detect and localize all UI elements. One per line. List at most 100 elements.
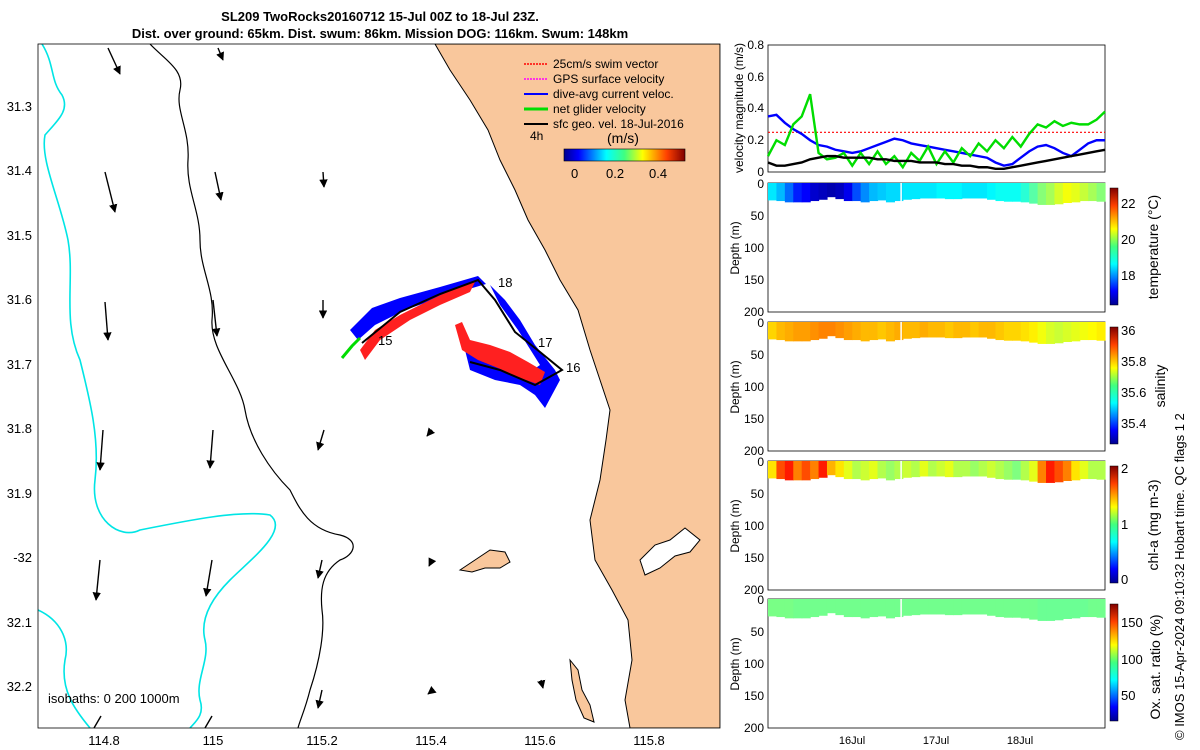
series-line-1 — [767, 113, 1105, 167]
profile-cell — [961, 461, 971, 477]
isobath-200m — [149, 44, 354, 728]
profile-cell — [1003, 183, 1013, 202]
profile-cell — [928, 322, 938, 338]
legend-label: net glider velocity — [553, 102, 646, 116]
profile-cell — [860, 322, 870, 342]
profile-cell — [1088, 461, 1098, 480]
time-tick: 17Jul — [923, 735, 949, 747]
velocity-series — [766, 93, 1106, 171]
time-axis: 16Jul 17Jul 18Jul — [839, 735, 1033, 747]
profile-cell — [801, 183, 811, 203]
profile-cell — [928, 599, 938, 615]
profile-cell — [961, 322, 971, 338]
profile-cell — [1079, 322, 1089, 341]
depth-label: Depth (m) — [728, 637, 742, 690]
estuary — [639, 527, 701, 576]
profile-cell — [894, 183, 904, 202]
colorbar-tick: 1 — [1121, 517, 1128, 532]
map-legend: 25cm/s swim vector GPS surface velocity … — [524, 57, 686, 181]
island-garden — [569, 658, 595, 723]
profile-cell — [894, 461, 904, 480]
gps-track — [361, 278, 564, 387]
current-arrows — [92, 47, 546, 729]
temperature-heatmap — [768, 183, 1106, 205]
profile-cell — [1012, 599, 1022, 618]
day-label: 17 — [538, 335, 552, 350]
profile-cell — [843, 599, 853, 618]
profile-cell — [869, 322, 879, 341]
speed-colorbar — [563, 148, 686, 162]
title-line-1: SL209 TwoRocks20160712 15-Jul 00Z to 18-… — [221, 9, 539, 24]
profile-cell — [987, 322, 997, 339]
profile-cell — [936, 599, 946, 615]
profile-cell — [1054, 183, 1064, 205]
profile-cell — [826, 183, 836, 198]
profile-cell — [818, 183, 828, 200]
profile-cell — [928, 461, 938, 477]
profile-cell — [911, 461, 921, 478]
profile-cell — [1088, 322, 1098, 341]
profile-cell — [776, 461, 786, 480]
profile-cell — [987, 183, 997, 200]
profile-cell — [928, 183, 938, 199]
profile-cell — [885, 322, 895, 342]
map-x-tick: 114.8 — [88, 733, 120, 748]
profile-cell — [818, 322, 828, 339]
profile-cell — [1037, 183, 1047, 205]
profile-cell — [936, 322, 946, 338]
profile-cell — [818, 599, 828, 616]
map-x-tick: 115 — [203, 733, 224, 748]
profile-cell — [776, 183, 786, 202]
profile-cell — [1037, 322, 1047, 344]
profile-cell — [970, 322, 980, 338]
profile-cell — [1054, 322, 1064, 344]
profile-cell — [1062, 461, 1072, 481]
salinity-heatmap — [768, 322, 1106, 344]
colorbar-tick: 35.8 — [1121, 354, 1146, 369]
temperature-panel: 18 20 22 temperature (°C) 0 50 100 150 2… — [728, 177, 1161, 319]
colorbar-tick: 18 — [1121, 268, 1135, 283]
profile-cell — [919, 599, 929, 615]
depth-tick: 50 — [751, 625, 765, 639]
profile-cell — [801, 461, 811, 481]
series-line-3 — [767, 148, 1106, 171]
profile-cell — [793, 183, 803, 203]
profile-cell — [944, 599, 954, 616]
profile-cell — [1071, 461, 1081, 481]
profile-cell — [911, 322, 921, 339]
colorbar-tick: 35.4 — [1121, 416, 1146, 431]
profile-cell — [869, 461, 879, 480]
oxygen-heatmap — [768, 599, 1106, 621]
imos-credit: © IMOS 15-Apr-2024 09:10:32 Hobart time.… — [1172, 413, 1187, 740]
profile-cell — [1003, 599, 1013, 618]
profile-cell — [1012, 183, 1022, 202]
depth-tick: 200 — [744, 721, 764, 735]
profile-cell — [1020, 322, 1030, 342]
profile-cell — [1046, 183, 1056, 205]
velocity-y-tick: 0.4 — [747, 101, 764, 115]
profile-cell — [911, 183, 921, 200]
profile-cell — [877, 322, 887, 340]
profile-cell — [1071, 322, 1081, 342]
swim-vector-band-2 — [455, 322, 545, 385]
velocity-y-label: velocity magnitude (m/s) — [732, 43, 746, 173]
island-rottnest — [458, 549, 511, 573]
colorbar-tick: 100 — [1121, 652, 1143, 667]
colorbar-label: Ox. sat. ratio (%) — [1147, 614, 1163, 719]
depth-tick: 150 — [744, 689, 764, 703]
depth-label: Depth (m) — [728, 221, 742, 274]
profile-cell — [1054, 461, 1064, 483]
map-x-axis: 114.8 115 115.2 115.4 115.6 115.8 — [88, 733, 665, 748]
time-tick: 18Jul — [1007, 735, 1033, 747]
profile-cell — [852, 322, 862, 341]
profile-cell — [987, 461, 997, 478]
profile-cell — [793, 322, 803, 342]
map-y-tick: 31.3 — [7, 99, 32, 114]
legend-label: dive-avg current veloc. — [553, 87, 674, 101]
profile-cell — [1088, 599, 1098, 618]
colorbar-tick: 36 — [1121, 323, 1135, 338]
profile-cell — [995, 183, 1005, 202]
profile-cell — [902, 599, 912, 616]
time-tick: 16Jul — [839, 735, 865, 747]
depth-tick: 50 — [751, 209, 765, 223]
